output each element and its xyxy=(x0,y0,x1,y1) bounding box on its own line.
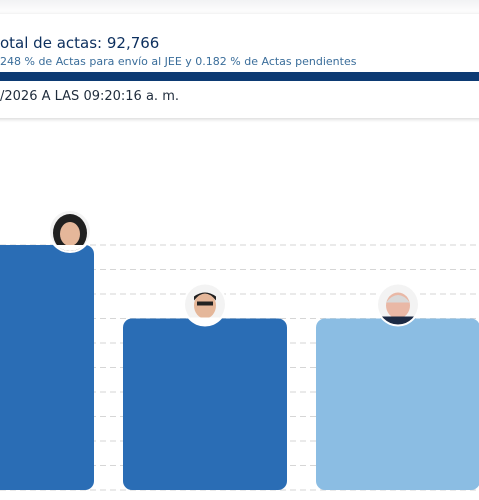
bar-2 xyxy=(123,318,287,490)
actas-detail-text: 248 % de Actas para envío al JEE y 0.182… xyxy=(0,55,357,68)
summary-card: otal de actas: 92,766 248 % de Actas par… xyxy=(0,14,479,118)
results-bar-chart xyxy=(0,118,479,500)
candidate-photo-3 xyxy=(376,282,420,327)
bar-3 xyxy=(316,318,479,490)
candidate-photo-2 xyxy=(183,282,227,327)
cut-off-timestamp: /2026 A LAS 09:20:16 a. m. xyxy=(0,89,179,104)
chart-canvas xyxy=(0,209,479,491)
candidate-photo-1 xyxy=(48,209,92,253)
total-actas-title: otal de actas: 92,766 xyxy=(0,34,160,52)
bar-1 xyxy=(0,245,94,490)
header-shadow xyxy=(0,0,479,14)
accent-divider xyxy=(0,72,479,81)
